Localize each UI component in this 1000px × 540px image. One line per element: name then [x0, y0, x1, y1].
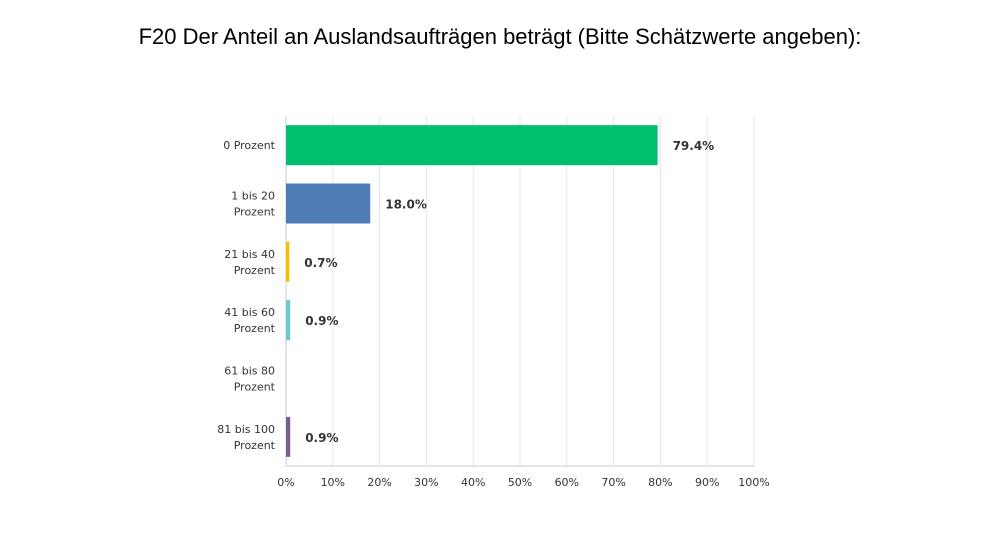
category-label: 21 bis 40 [224, 248, 275, 261]
category-label: Prozent [234, 322, 276, 335]
category-label: Prozent [234, 264, 276, 277]
data-label: 0.9% [305, 431, 338, 445]
x-tick-label: 50% [508, 476, 532, 489]
bar [286, 241, 290, 282]
category-label: Prozent [234, 381, 276, 394]
data-label: 79.4% [673, 139, 715, 153]
bar [286, 125, 658, 166]
bar [286, 416, 291, 457]
x-tick-label: 80% [648, 476, 672, 489]
x-tick-label: 40% [461, 476, 485, 489]
x-tick-label: 30% [414, 476, 438, 489]
data-label: 18.0% [385, 198, 427, 212]
bar [286, 183, 371, 224]
data-label: 0.7% [304, 256, 337, 270]
x-tick-label: 90% [695, 476, 719, 489]
data-label: 0.9% [305, 314, 338, 328]
x-tick-label: 0% [277, 476, 294, 489]
category-label: Prozent [234, 206, 276, 219]
chart-title: F20 Der Anteil an Auslandsaufträgen betr… [138, 24, 862, 49]
x-tick-label: 100% [738, 476, 769, 489]
category-label: 61 bis 80 [224, 365, 275, 378]
x-tick-label: 70% [601, 476, 625, 489]
category-label: 81 bis 100 [217, 423, 275, 436]
category-label: Prozent [234, 439, 276, 452]
x-tick-label: 60% [555, 476, 579, 489]
category-label: 1 bis 20 [231, 190, 275, 203]
bar [286, 300, 291, 341]
category-label: 0 Prozent [223, 139, 275, 152]
x-tick-label: 20% [367, 476, 391, 489]
x-tick-label: 10% [321, 476, 345, 489]
category-label: 41 bis 60 [224, 306, 275, 319]
